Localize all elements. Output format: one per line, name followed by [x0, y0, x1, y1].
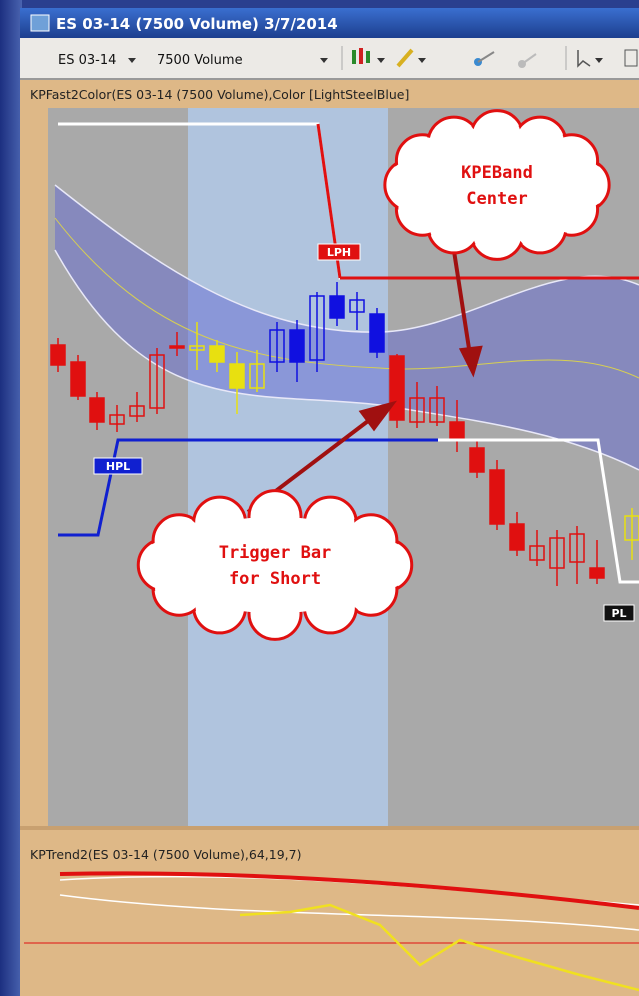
cloud-core	[411, 137, 583, 234]
candle-body	[330, 296, 344, 318]
candle-body	[370, 314, 384, 352]
candle-body	[230, 364, 244, 388]
callout-text: for Short	[229, 569, 321, 589]
indicator-label: KPTrend2(ES 03-14 (7500 Volume),64,19,7)	[30, 847, 301, 862]
indicator-label: KPFast2Color(ES 03-14 (7500 Volume),Colo…	[30, 87, 409, 102]
candle-body	[450, 422, 464, 440]
candle-body	[470, 448, 484, 472]
candle-body	[510, 524, 524, 550]
candle-body	[490, 470, 504, 524]
instrument-dropdown[interactable]: ES 03-14	[58, 53, 116, 68]
callout-text: KPEBand	[461, 163, 533, 183]
callout-text: Trigger Bar	[219, 543, 332, 563]
candle-body	[71, 362, 85, 396]
candle-body	[590, 568, 604, 578]
candle-body	[210, 346, 224, 362]
toolbar-border	[20, 78, 639, 80]
candle-body	[51, 345, 65, 365]
desktop-edge	[0, 0, 22, 996]
period-dropdown[interactable]: 7500 Volume	[157, 53, 243, 68]
candle-body	[170, 346, 184, 348]
session-highlight	[188, 108, 388, 826]
window-icon	[31, 15, 49, 31]
page: {"window":{"title":"ES 03-14 (7500 Volum…	[0, 0, 639, 996]
cloud-core	[164, 517, 385, 614]
candle-body	[290, 330, 304, 362]
hpl-label: HPL	[106, 460, 130, 473]
pl-label: PL	[611, 607, 626, 620]
callout-text: Center	[466, 189, 527, 209]
panel-divider	[20, 826, 639, 830]
lph-label: LPH	[327, 246, 351, 259]
screenshot: ES 03-14 (7500 Volume) 3/7/2014 ES 03-14…	[0, 0, 639, 996]
candle-body	[390, 356, 404, 420]
window-title: ES 03-14 (7500 Volume) 3/7/2014	[56, 15, 338, 33]
candle-body	[90, 398, 104, 422]
